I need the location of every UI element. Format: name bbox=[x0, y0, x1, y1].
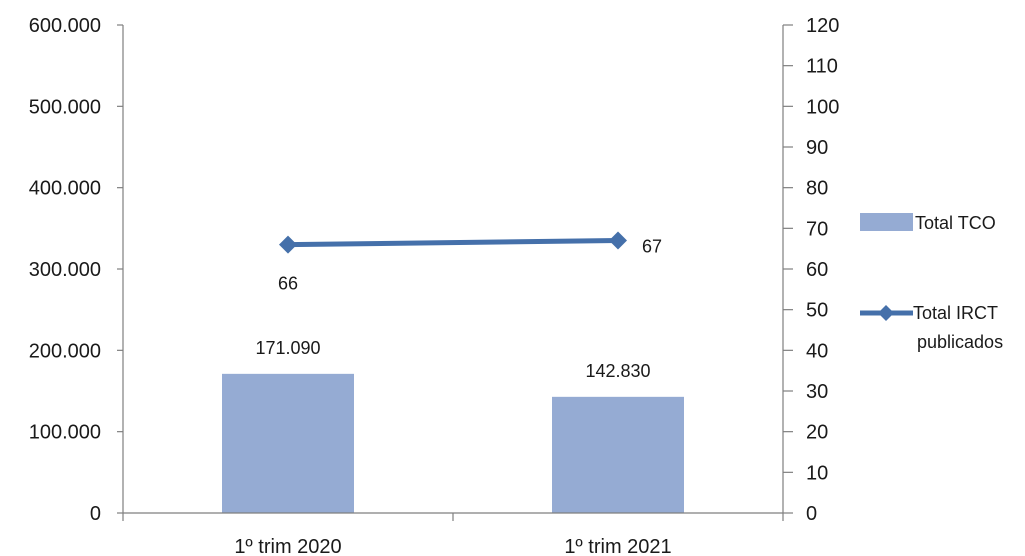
left-axis-ticks: 0 100.000 200.000 300.000 400.000 500.000 600.… bbox=[29, 15, 123, 525]
legend-label-total-tco: Total TCO bbox=[915, 213, 996, 233]
left-axis-tick-label: 0 bbox=[90, 503, 101, 525]
bar-series-total-tco: 171.090 142.830 bbox=[222, 338, 684, 513]
bar-total-tco bbox=[222, 373, 354, 513]
left-axis-tick-label: 100.000 bbox=[29, 422, 101, 444]
right-axis-tick-label: 50 bbox=[806, 300, 828, 322]
x-axis-category-label: 1º trim 2021 bbox=[564, 536, 671, 556]
right-axis-tick-label: 0 bbox=[806, 503, 817, 525]
right-axis-tick-label: 40 bbox=[806, 340, 828, 362]
bar-total-tco bbox=[552, 396, 684, 513]
left-axis-tick-label: 600.000 bbox=[29, 15, 101, 37]
x-axis-ticks: 1º trim 2020 1º trim 2021 bbox=[122, 513, 784, 556]
left-axis-tick-label: 400.000 bbox=[29, 178, 101, 200]
right-axis-tick-label: 80 bbox=[806, 178, 828, 200]
right-axis-tick-label: 20 bbox=[806, 422, 828, 444]
right-axis-tick-label: 120 bbox=[806, 15, 839, 37]
bar-data-label: 142.830 bbox=[585, 361, 650, 381]
right-axis-tick-label: 110 bbox=[806, 56, 838, 78]
left-axis-tick-label: 500.000 bbox=[29, 96, 101, 118]
right-axis-tick-label: 10 bbox=[806, 462, 828, 484]
x-axis-category-label: 1º trim 2020 bbox=[234, 536, 341, 556]
right-axis-tick-label: 60 bbox=[806, 259, 828, 281]
right-axis-tick-label: 90 bbox=[806, 137, 828, 159]
line-point-marker bbox=[279, 235, 297, 254]
bar-data-label: 171.090 bbox=[255, 338, 320, 358]
right-axis-tick-label: 30 bbox=[806, 381, 828, 403]
left-axis-tick-label: 200.000 bbox=[29, 340, 101, 362]
line-total-irct bbox=[287, 238, 619, 248]
right-axis-tick-label: 100 bbox=[806, 96, 839, 118]
legend-label-total-irct-line1: Total IRCT bbox=[913, 303, 998, 323]
legend-swatch-total-tco bbox=[860, 213, 913, 231]
left-axis-tick-label: 300.000 bbox=[29, 259, 101, 281]
line-series-total-irct: 66 67 bbox=[278, 231, 662, 294]
legend: Total TCO Total IRCT publicados bbox=[860, 213, 1003, 352]
line-data-label: 67 bbox=[642, 237, 662, 257]
right-axis-ticks: 0 10 20 30 40 50 60 70 80 90 100 110 120 bbox=[783, 15, 839, 525]
legend-label-total-irct-line2: publicados bbox=[917, 332, 1003, 352]
legend-marker-total-irct bbox=[878, 305, 894, 321]
line-data-label: 66 bbox=[278, 274, 298, 294]
right-axis-tick-label: 70 bbox=[806, 218, 828, 240]
line-point-marker bbox=[609, 231, 627, 250]
